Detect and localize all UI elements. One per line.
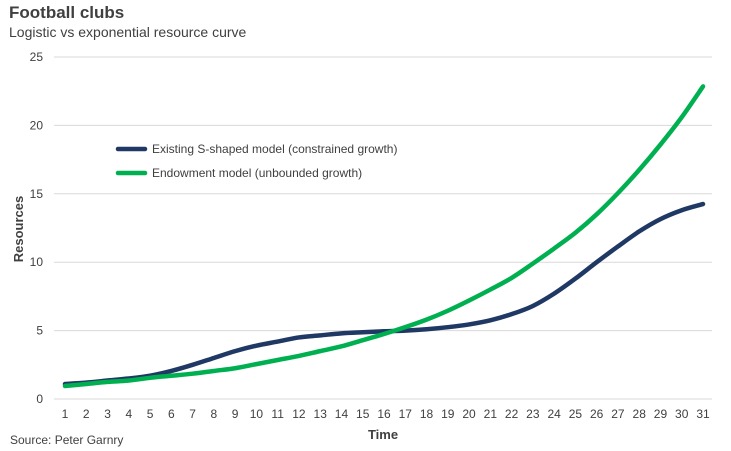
- y-tick-label: 25: [30, 50, 44, 64]
- y-tick-label: 5: [36, 324, 43, 338]
- x-tick-label: 21: [484, 407, 498, 421]
- x-tick-label: 23: [526, 407, 540, 421]
- x-tick-label: 29: [654, 407, 668, 421]
- x-tick-label: 10: [250, 407, 264, 421]
- x-tick-label: 17: [399, 407, 413, 421]
- x-tick-label: 16: [377, 407, 391, 421]
- x-tick-label: 2: [83, 407, 90, 421]
- x-tick-label: 27: [611, 407, 625, 421]
- y-tick-label: 0: [36, 392, 43, 406]
- x-tick-label: 5: [147, 407, 154, 421]
- y-axis-label: Resources: [11, 196, 26, 262]
- x-tick-label: 14: [335, 407, 349, 421]
- x-tick-label: 25: [569, 407, 583, 421]
- x-tick-label: 22: [505, 407, 519, 421]
- x-tick-label: 1: [62, 407, 69, 421]
- x-tick-label: 4: [125, 407, 132, 421]
- existing-series-line: [62, 201, 706, 387]
- x-tick-label: 6: [168, 407, 175, 421]
- y-axis-ticks: 0 5 10 15 20 25: [30, 50, 44, 406]
- x-tick-label: 28: [633, 407, 647, 421]
- endowment-series-line: [62, 84, 706, 389]
- legend-label: Endowment model (unbounded growth): [152, 166, 362, 180]
- x-tick-label: 15: [356, 407, 370, 421]
- legend: Existing S-shaped model (constrained gro…: [115, 142, 397, 180]
- x-tick-label: 11: [271, 407, 284, 421]
- x-axis-label: Time: [368, 427, 398, 442]
- gridlines: [54, 56, 712, 400]
- x-tick-label: 7: [189, 407, 196, 421]
- x-tick-label: 19: [441, 407, 455, 421]
- y-tick-label: 10: [30, 255, 44, 269]
- chart-title: Football clubs: [9, 3, 125, 22]
- x-tick-label: 9: [232, 407, 239, 421]
- x-tick-label: 26: [590, 407, 604, 421]
- x-tick-label: 24: [547, 407, 561, 421]
- series-lines: [62, 84, 706, 389]
- x-tick-label: 3: [104, 407, 111, 421]
- x-tick-label: 20: [462, 407, 476, 421]
- x-tick-label: 18: [420, 407, 434, 421]
- source-note: Source: Peter Garnry: [10, 433, 124, 447]
- y-tick-label: 20: [30, 118, 44, 132]
- legend-entry-endowment: Endowment model (unbounded growth): [115, 166, 362, 180]
- x-tick-label: 13: [314, 407, 328, 421]
- x-tick-label: 8: [211, 407, 218, 421]
- legend-label: Existing S-shaped model (constrained gro…: [152, 142, 397, 156]
- x-tick-label: 31: [696, 407, 710, 421]
- legend-entry-existing: Existing S-shaped model (constrained gro…: [115, 142, 397, 156]
- y-tick-label: 15: [30, 187, 44, 201]
- x-tick-label: 30: [675, 407, 689, 421]
- chart-subtitle: Logistic vs exponential resource curve: [9, 24, 247, 40]
- x-tick-label: 12: [292, 407, 306, 421]
- x-axis-ticks: 1 2 3 4 5 6 7 8 9 10 11 12 13 14 15 16 17 18 19 20 21 22 23 24 2…: [62, 407, 710, 421]
